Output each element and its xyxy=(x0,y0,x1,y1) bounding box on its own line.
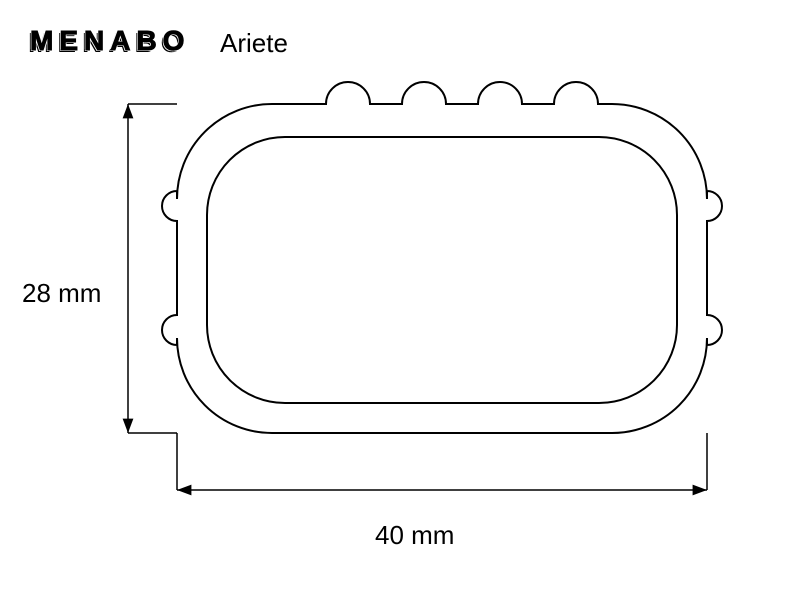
cross-section-drawing xyxy=(0,0,800,600)
width-dimension-label: 40 mm xyxy=(375,520,454,551)
height-dimension-label: 28 mm xyxy=(22,278,101,309)
diagram-container: MENABO Ariete 28 mm 40 mm xyxy=(0,0,800,600)
